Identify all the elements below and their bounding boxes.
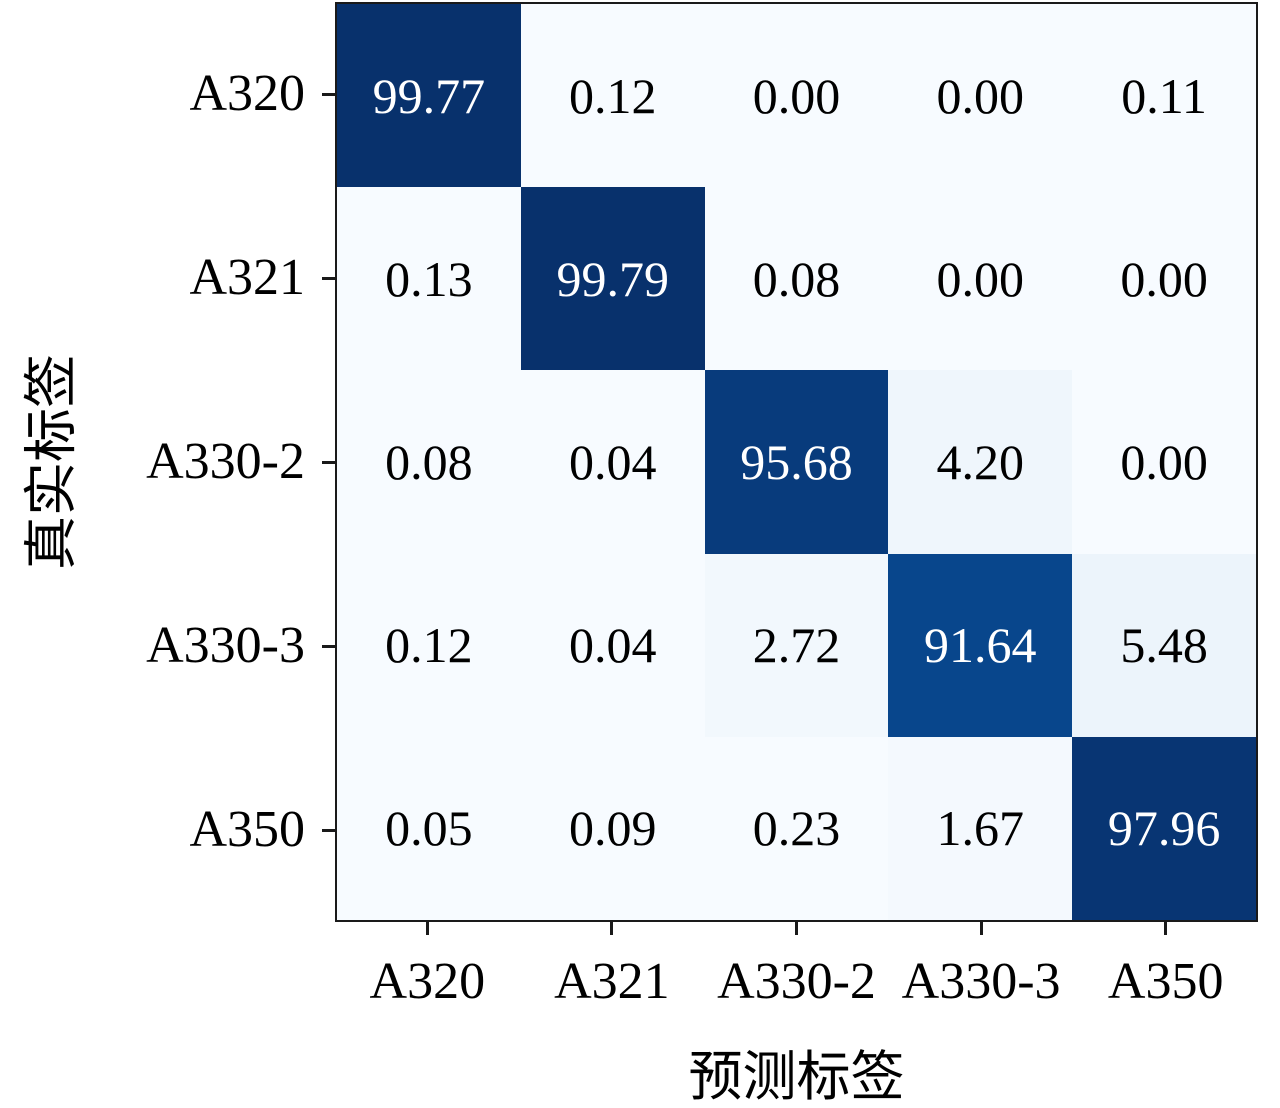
- y-tick-mark-0: [322, 92, 335, 96]
- x-tick-mark-2: [795, 922, 798, 935]
- x-tick-mark-3: [979, 922, 983, 935]
- x-axis-title: 预测标签: [688, 1047, 905, 1107]
- heatmap-cell-r1c4: 0.00: [1072, 187, 1256, 371]
- heatmap-cell-r2c0: 0.08: [337, 370, 521, 554]
- heatmap-cell-r2c2: 95.68: [704, 370, 889, 554]
- y-tick-label-3: A330-3: [146, 617, 305, 674]
- heatmap-cell-r0c0: 99.77: [337, 4, 521, 188]
- y-tick-label-0: A320: [189, 65, 305, 122]
- heatmap-cell-r1c1: 99.79: [520, 187, 705, 371]
- heatmap-cell-r3c3: 91.64: [888, 553, 1073, 737]
- y-tick-mark-4: [322, 828, 335, 832]
- heatmap-cell-r1c3: 0.00: [888, 187, 1073, 371]
- y-tick-mark-2: [322, 460, 335, 464]
- heatmap-cell-r4c0: 0.05: [337, 736, 521, 920]
- heatmap-cell-r2c4: 0.00: [1072, 370, 1256, 554]
- x-tick-label-3: A330-3: [901, 953, 1061, 1010]
- heatmap-cell-r3c0: 0.12: [337, 553, 521, 737]
- heatmap-cell-r4c1: 0.09: [520, 736, 705, 920]
- x-tick-label-0: A320: [369, 953, 486, 1010]
- heatmap-cell-r4c2: 0.23: [704, 736, 889, 920]
- x-tick-label-2: A330-2: [717, 953, 876, 1010]
- y-tick-label-4: A350: [189, 801, 305, 858]
- heatmap-cell-r0c2: 0.00: [704, 4, 889, 188]
- heatmap-cell-r3c4: 5.48: [1072, 553, 1256, 737]
- y-tick-mark-1: [322, 276, 335, 280]
- heatmap-grid: 99.77 0.12 0.00 0.00 0.11 0.13 99.79 0.08 0.00 0.…: [335, 2, 1258, 922]
- heatmap-cell-r0c4: 0.11: [1072, 4, 1256, 188]
- y-tick-label-2: A330-2: [146, 433, 305, 490]
- y-tick-mark-3: [322, 644, 335, 648]
- x-tick-mark-4: [1164, 922, 1168, 935]
- heatmap-cell-r4c3: 1.67: [888, 736, 1073, 920]
- x-tick-label-1: A321: [554, 953, 670, 1010]
- heatmap-cell-r1c0: 0.13: [337, 187, 521, 371]
- heatmap-cell-r2c3: 4.20: [888, 370, 1073, 554]
- heatmap-cell-r4c4: 97.96: [1072, 736, 1256, 920]
- heatmap-cell-r2c1: 0.04: [520, 370, 705, 554]
- x-tick-mark-1: [610, 922, 614, 935]
- heatmap-cell-r0c3: 0.00: [888, 4, 1073, 188]
- heatmap-cell-r3c1: 0.04: [520, 553, 705, 737]
- heatmap-cell-r0c1: 0.12: [520, 4, 705, 188]
- heatmap-cell-r1c2: 0.08: [704, 187, 889, 371]
- heatmap-cell-r3c2: 2.72: [704, 553, 889, 737]
- x-tick-mark-0: [425, 922, 429, 935]
- y-tick-label-1: A321: [189, 249, 305, 306]
- x-tick-label-4: A350: [1107, 953, 1224, 1010]
